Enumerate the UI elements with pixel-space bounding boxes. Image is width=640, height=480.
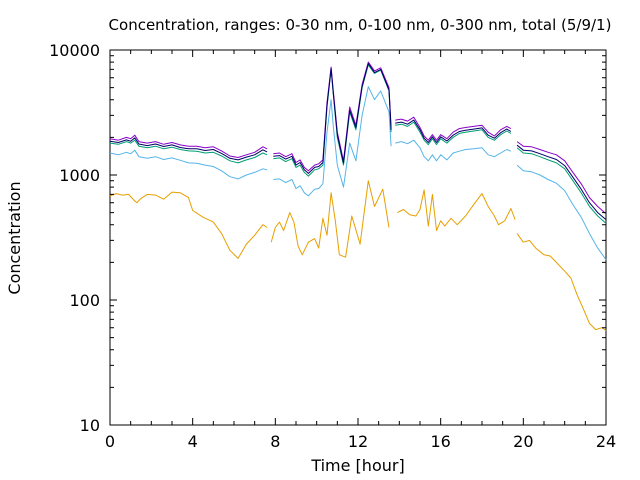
series-5-line-segment-1 (109, 137, 268, 161)
x-tick-label: 24 (596, 432, 616, 451)
series-4-line-segment-3 (395, 116, 512, 141)
series-3-line-segment-3 (395, 121, 512, 146)
y-axis-label: Concentration (5, 181, 24, 294)
series-3-line-segment-1 (109, 139, 268, 164)
series-1-line-segment-3 (397, 189, 516, 231)
series-2-line-segment-4 (516, 164, 607, 260)
x-tick-label: 0 (105, 432, 115, 451)
x-tick-label: 12 (348, 432, 368, 451)
series-2-line-segment-1 (109, 149, 268, 180)
x-tick-label: 4 (188, 432, 198, 451)
series-1-line-segment-1 (109, 191, 268, 259)
x-tick-label: 8 (270, 432, 280, 451)
series-layer (109, 61, 607, 331)
y-tick-label: 100 (69, 291, 100, 310)
chart-title: Concentration, ranges: 0-30 nm, 0-100 nm… (109, 16, 612, 34)
series-2-line-segment-2 (273, 86, 392, 197)
series-3-line-segment-4 (516, 147, 607, 224)
series-5-line-segment-3 (395, 119, 512, 143)
y-tick-label: 10000 (49, 41, 100, 60)
ticks-layer: 0 4 8 12 16 20 24 10 100 1000 10000 (49, 41, 616, 451)
series-4-line-segment-4 (516, 141, 607, 215)
series-1-line-segment-4 (516, 233, 607, 331)
series-5-line-segment-4 (516, 144, 607, 220)
y-tick-label: 10 (80, 416, 100, 435)
series-2-line-segment-3 (395, 139, 512, 162)
x-axis-label: Time [hour] (310, 456, 404, 475)
x-tick-label: 20 (513, 432, 533, 451)
series-1-line-segment-2 (270, 180, 390, 258)
x-tick-label: 16 (430, 432, 450, 451)
y-tick-label: 1000 (59, 166, 100, 185)
series-4-line-segment-1 (109, 134, 268, 158)
series-5-line-segment-2 (273, 63, 392, 174)
